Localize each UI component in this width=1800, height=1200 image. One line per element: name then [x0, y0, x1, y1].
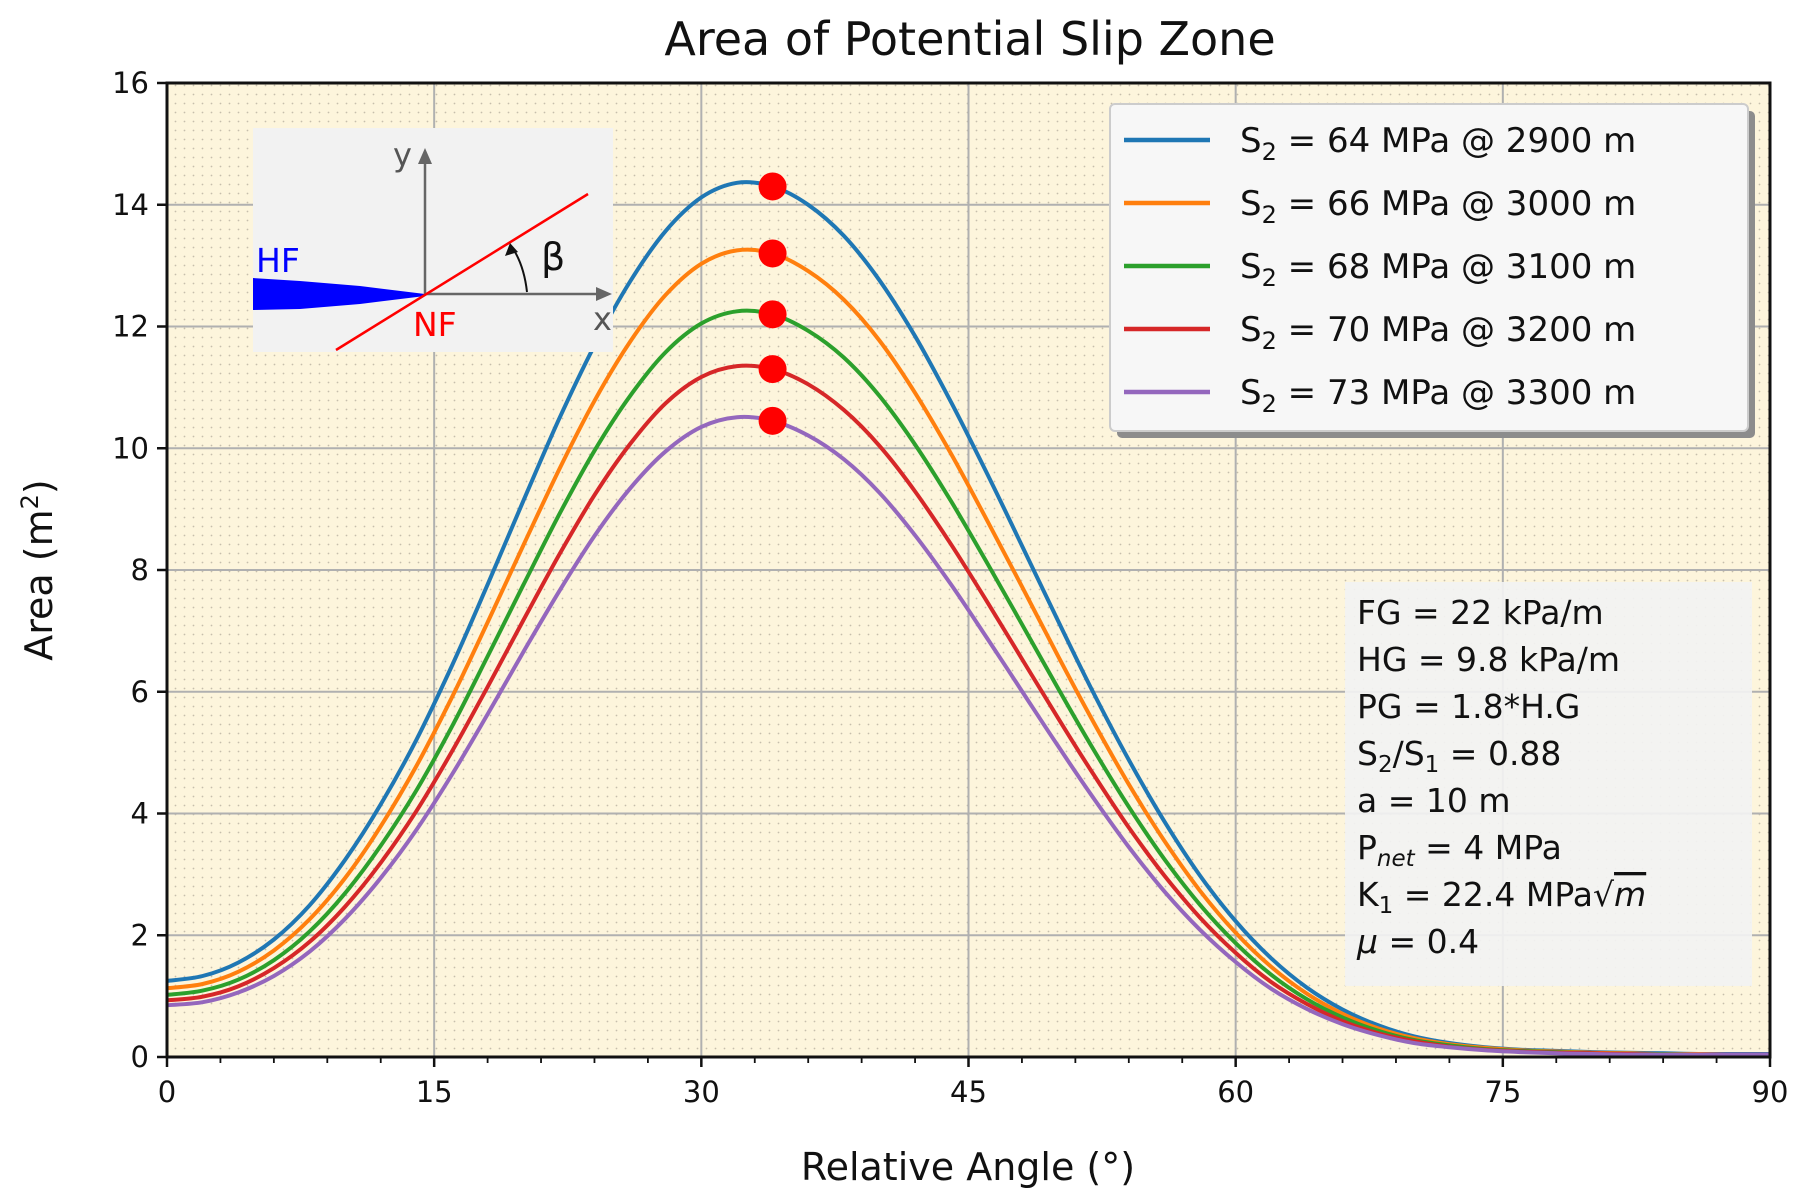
inset-background [253, 128, 613, 352]
peak-marker-2 [758, 239, 787, 268]
inset-hf-label: HF [256, 241, 300, 280]
y-tick-label: 6 [131, 675, 149, 709]
legend-label-subscript: 2 [1262, 390, 1277, 418]
param-mu-symbol: μ [1356, 922, 1378, 961]
nf-fracture-line [335, 192, 589, 352]
legend-label-subscript: 2 [1262, 138, 1277, 166]
param-pnet-a: P [1357, 828, 1377, 867]
legend-box [1109, 103, 1749, 432]
inset-x-label: x [593, 300, 612, 338]
peak-marker-3 [758, 300, 787, 329]
legend-label-3: S2 = 68 MPa @ 3100 m [1240, 247, 1636, 292]
legend-label-symbol: S [1240, 184, 1262, 224]
y-axis-label-main: Area (m [17, 509, 61, 660]
param-a: a = 10 m [1357, 781, 1510, 820]
x-tick-label: 60 [1217, 1075, 1254, 1109]
param-mu: μ = 0.4 [1356, 922, 1479, 961]
y-tick-label: 10 [112, 431, 149, 465]
parameter-box: FG = 22 kPa/m HG = 9.8 kPa/m PG = 1.8*H.… [1345, 582, 1752, 986]
param-s2s1-sub1: 2 [1378, 752, 1393, 778]
inset-y-label: y [393, 136, 412, 174]
x-tick-label: 30 [683, 1075, 720, 1109]
y-tick-label: 14 [112, 188, 149, 222]
param-s2s1-sub2: 1 [1425, 752, 1440, 778]
param-k1-sqrt: √ [1593, 875, 1615, 914]
y-axis-label-close: ) [17, 479, 61, 494]
param-k1-m: m [1614, 875, 1646, 914]
x-tick-label: 90 [1752, 1075, 1789, 1109]
y-axis-label-sup: 2 [16, 494, 44, 509]
legend-label-subscript: 2 [1262, 201, 1277, 229]
param-k1-a: K [1357, 875, 1380, 914]
legend-label-rest: = 66 MPa @ 3000 m [1277, 184, 1636, 224]
legend-label-rest: = 70 MPa @ 3200 m [1277, 310, 1636, 350]
peak-marker-5 [758, 406, 787, 435]
inset-beta-label: β [541, 235, 565, 279]
param-s2s1-c: = 0.88 [1439, 734, 1561, 773]
param-hg: HG = 9.8 kPa/m [1357, 640, 1620, 679]
peak-marker-4 [758, 355, 787, 384]
param-fg: FG = 22 kPa/m [1357, 593, 1604, 632]
legend-label-symbol: S [1240, 373, 1262, 413]
param-pg: PG = 1.8*H.G [1357, 687, 1580, 726]
param-k1: K1 = 22.4 MPa√m [1357, 875, 1646, 919]
y-tick-label: 4 [131, 797, 149, 831]
legend-label-symbol: S [1240, 121, 1262, 161]
legend-label-symbol: S [1240, 310, 1262, 350]
x-tick-label: 75 [1484, 1075, 1521, 1109]
param-s2s1-b: /S [1393, 734, 1425, 773]
inset-nf-label: NF [413, 305, 457, 344]
chart-title: Area of Potential Slip Zone [664, 12, 1275, 66]
inset-x-arrowhead [596, 287, 612, 301]
param-pnet-b: = 4 MPa [1415, 828, 1562, 867]
inset-y-arrowhead [418, 148, 432, 164]
legend-label-rest: = 68 MPa @ 3100 m [1277, 247, 1636, 287]
x-tick-label: 45 [950, 1075, 987, 1109]
peak-marker-1 [758, 172, 787, 201]
inset-diagram: y x HF NF β [253, 128, 613, 352]
legend-label-symbol: S [1240, 247, 1262, 287]
series-line-5 [166, 414, 1770, 1057]
legend: S2 = 64 MPa @ 2900 mS2 = 66 MPa @ 3000 m… [1109, 103, 1755, 438]
legend-label-subscript: 2 [1262, 327, 1277, 355]
legend-label-2: S2 = 66 MPa @ 3000 m [1240, 184, 1636, 229]
legend-label-4: S2 = 70 MPa @ 3200 m [1240, 310, 1636, 355]
series-lines [166, 180, 1771, 1057]
legend-label-subscript: 2 [1262, 264, 1277, 292]
axes [157, 81, 1772, 1067]
y-axis-label: Area (m2) [16, 479, 61, 660]
hf-fracture-shape [253, 278, 425, 310]
beta-arc-arrowhead [505, 243, 518, 256]
param-k1-b: = 22.4 MPa [1393, 875, 1593, 914]
legend-label-1: S2 = 64 MPa @ 2900 m [1240, 121, 1636, 166]
legend-label-5: S2 = 73 MPa @ 3300 m [1240, 373, 1636, 418]
y-tick-label: 0 [131, 1040, 149, 1074]
y-tick-label: 2 [131, 918, 149, 952]
param-s2-s1: S2/S1 = 0.88 [1357, 734, 1561, 778]
y-tick-label: 12 [112, 310, 149, 344]
param-pnet: Pnet = 4 MPa [1357, 828, 1562, 872]
legend-label-rest: = 73 MPa @ 3300 m [1277, 373, 1636, 413]
param-s2s1-a: S [1357, 734, 1378, 773]
x-tick-label: 0 [158, 1075, 176, 1109]
param-pnet-sub: net [1377, 846, 1416, 872]
parameter-box-background [1345, 582, 1752, 986]
param-mu-rest: = 0.4 [1378, 922, 1479, 961]
y-tick-label: 8 [131, 553, 149, 587]
peak-markers [758, 172, 787, 435]
y-tick-label: 16 [112, 66, 149, 100]
legend-label-rest: = 64 MPa @ 2900 m [1277, 121, 1636, 161]
x-axis-label: Relative Angle (°) [801, 1145, 1135, 1189]
legend-entries: S2 = 64 MPa @ 2900 mS2 = 66 MPa @ 3000 m… [1124, 121, 1636, 418]
x-tick-label: 15 [416, 1075, 453, 1109]
param-k1-sub: 1 [1379, 893, 1394, 919]
